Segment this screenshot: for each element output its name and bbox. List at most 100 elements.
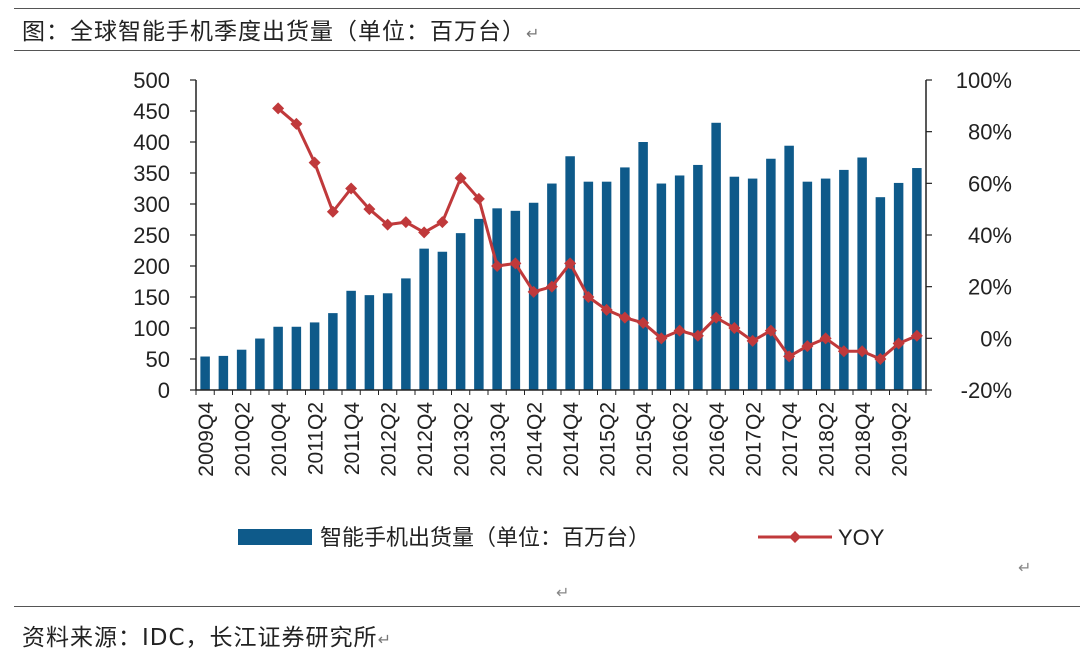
x-tick-label: 2014Q4 [560,402,583,477]
bar-2013Q3 [474,218,484,390]
yoy-point-2012Q2 [381,218,394,231]
y-right-tick-label: 0% [980,326,1012,351]
x-tick-label: 2017Q4 [779,402,802,477]
y-left-tick-label: 350 [133,161,170,186]
yoy-point-2017Q1 [728,322,741,334]
yoy-point-2019Q2 [892,337,905,350]
y-right-tick-label: 80% [968,120,1012,145]
yoy-point-2017Q2 [746,334,759,347]
yoy-point-2018Q3 [837,345,850,358]
y-right-tick-label: 40% [968,223,1012,248]
y-left-tick-label: 0 [158,378,170,403]
yoy-point-2015Q2 [600,303,613,316]
x-tick-label: 2015Q4 [633,402,656,477]
yoy-point-2012Q4 [418,226,431,239]
y-left-tick-label: 400 [133,130,170,155]
y-left-tick-label: 300 [133,192,170,217]
bar-2019Q1 [875,197,886,390]
x-tick-label: 2018Q4 [852,402,875,477]
bar-2015Q4 [638,142,648,390]
bar-2011Q3 [328,313,338,390]
chart: 0 50 100 150 200 250 300 350 400 450 500 -20% 0% 20% 4… [133,68,1012,550]
bar-series [200,122,922,390]
bar-2010Q1 [218,355,229,390]
yoy-point-2014Q3 [545,280,558,293]
bar-2018Q1 [802,181,813,390]
y-right-tick-label: 100% [956,68,1012,93]
x-tick-label: 2011Q4 [341,402,364,475]
yoy-point-2016Q3 [691,329,704,342]
bar-2013Q1 [437,251,448,390]
figure-title: 图：全球智能手机季度出货量（单位：百万台）↵ [22,12,540,46]
figure-title-text: 图：全球智能手机季度出货量（单位：百万台） [22,19,526,45]
yoy-point-2019Q3 [910,329,923,342]
x-tick-label: 2013Q4 [487,402,510,477]
bar-2012Q3 [401,278,411,390]
y-left-tick-label: 450 [133,99,170,124]
bar-2016Q4 [711,122,721,390]
x-tick-label: 2010Q2 [232,402,255,477]
bar-2018Q4 [857,157,867,390]
yoy-point-2018Q4 [856,345,869,358]
source-rule [14,606,1080,607]
yoy-point-2019Q1 [874,353,887,365]
yoy-point-2011Q2 [308,156,321,169]
bar-2010Q2 [236,349,247,390]
x-tick-label: 2012Q4 [414,402,437,477]
x-tick-label: 2015Q2 [597,402,620,477]
yoy-point-2013Q3 [472,192,485,205]
bar-2012Q4 [419,248,429,390]
yoy-point-2014Q1 [509,257,522,270]
bar-2012Q1 [364,295,375,390]
y-left-tick-label: 50 [146,347,170,372]
y-left-tick-label: 200 [133,254,170,279]
bar-2013Q4 [492,208,502,390]
axes: 0 50 100 150 200 250 300 350 400 450 500 -20% 0% 20% 4… [133,68,1012,477]
bar-2015Q3 [620,167,630,390]
yoy-point-2011Q4 [345,182,358,195]
yoy-point-2015Q1 [582,291,595,303]
bar-2017Q2 [747,178,758,390]
legend-bar-swatch [238,529,312,545]
x-tick-label: 2014Q2 [524,402,547,477]
legend: 智能手机出货量（单位：百万台） YOY [238,525,885,550]
bar-2016Q2 [674,175,685,390]
yoy-point-2017Q4 [783,350,796,363]
paragraph-mark-center: ↵ [556,583,570,602]
x-tick-label: 2016Q2 [670,402,693,477]
x-tick-label: 2017Q2 [743,402,766,477]
yoy-point-2016Q1 [655,332,668,345]
yoy-point-2014Q2 [527,285,540,298]
source-note: 资料来源：IDC，长江证券研究所↵ [22,618,392,652]
bar-2014Q1 [510,210,521,390]
return-mark: ↵ [377,630,392,649]
x-tick-label: 2010Q4 [268,402,291,477]
legend-line-label: YOY [838,525,885,550]
bar-2012Q2 [382,293,393,390]
yoy-point-2013Q4 [491,260,504,272]
yoy-point-2012Q3 [399,216,412,229]
x-tick-label: 2011Q2 [305,402,328,475]
legend-line-marker [789,531,801,543]
yoy-point-2015Q3 [618,311,631,324]
line-series [272,102,923,365]
bar-2014Q4 [565,156,575,390]
y-left-tick-label: 500 [133,68,170,93]
y-right-tick-label: 60% [968,171,1012,196]
bar-2016Q1 [656,183,667,390]
bar-2017Q4 [784,145,794,390]
x-tick-label: 2012Q2 [378,402,401,477]
x-tick-label: 2013Q2 [451,402,474,477]
yoy-point-2015Q4 [637,316,650,329]
y-right-tick-label: 20% [968,275,1012,300]
bar-2010Q4 [273,326,283,390]
y-right-tick-label: -20% [961,378,1012,403]
bar-2018Q2 [820,178,831,390]
legend-bar-label: 智能手机出货量（单位：百万台） [320,525,650,550]
x-tick-label: 2016Q4 [706,402,729,477]
bar-2017Q3 [766,158,776,390]
source-text: 资料来源：IDC，长江证券研究所 [22,625,378,651]
yoy-point-2014Q4 [564,257,577,270]
x-tick-label: 2018Q2 [816,402,839,477]
bar-2011Q1 [291,326,302,390]
